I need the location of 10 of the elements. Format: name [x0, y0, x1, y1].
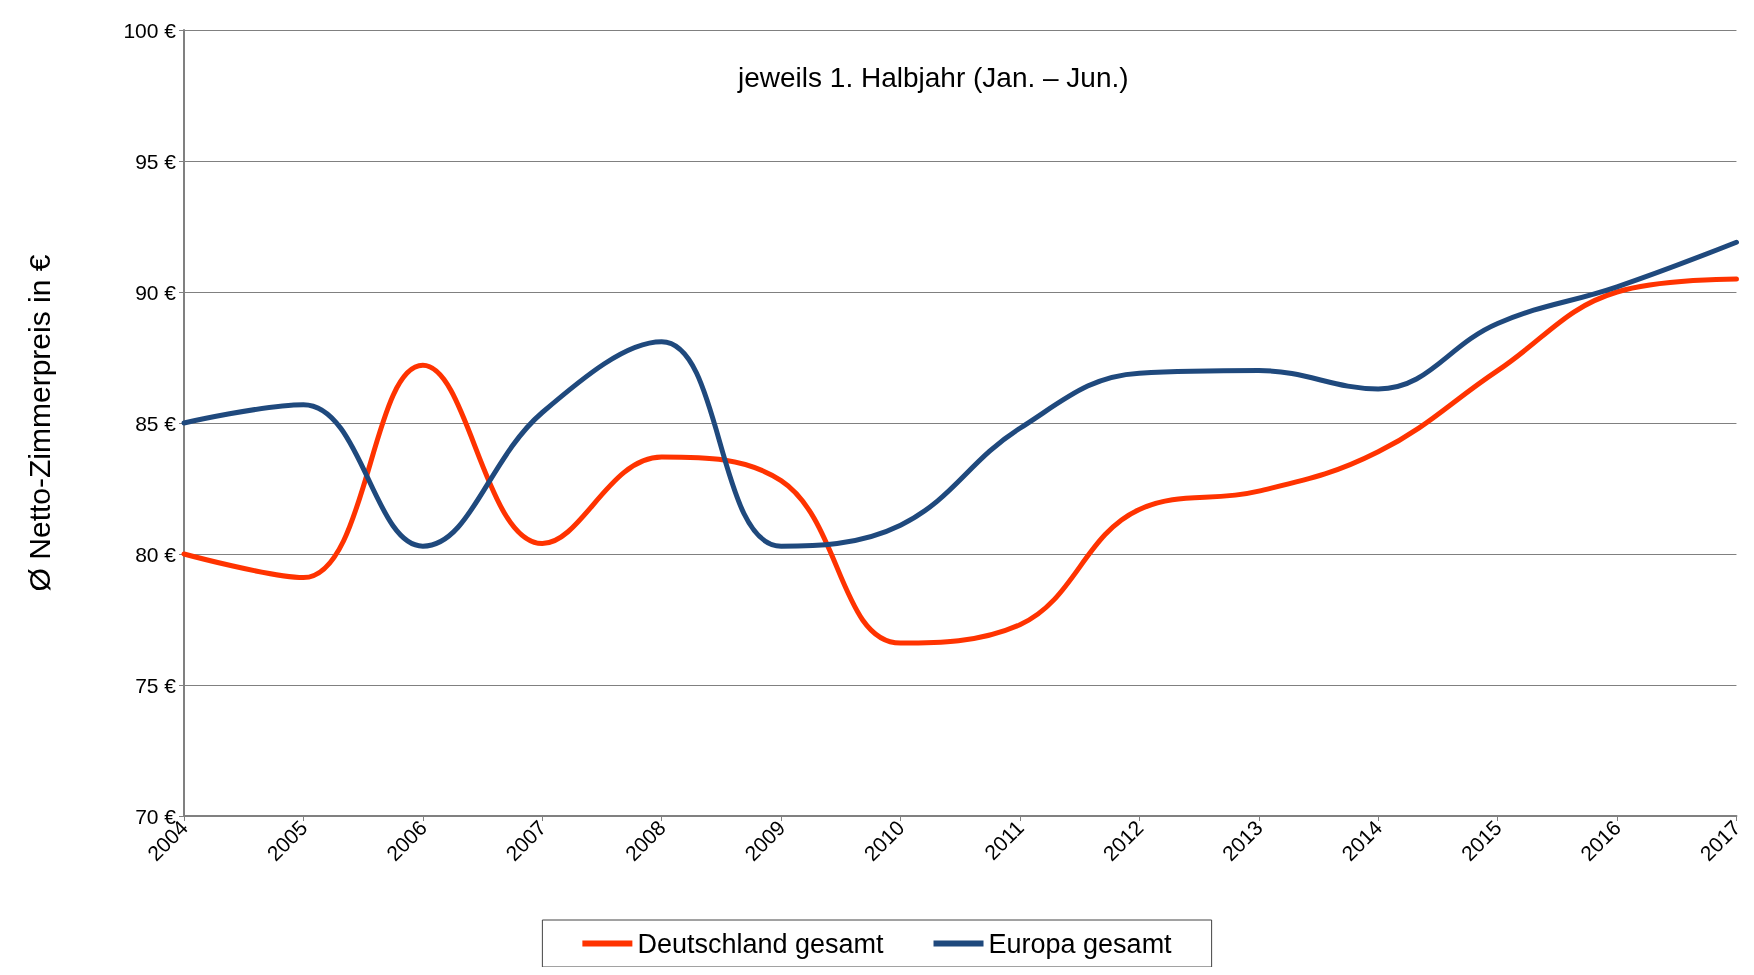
y-tick-label: 95 € [135, 149, 177, 173]
legend-label: Deutschland gesamt [637, 928, 885, 959]
y-tick-label: 90 € [135, 280, 177, 304]
y-tick-label: 75 € [135, 673, 177, 697]
y-tick-label: 85 € [135, 411, 177, 435]
y-axis-title: Ø Netto-Zimmerpreis in € [22, 254, 56, 592]
y-tick-label: 100 € [123, 18, 177, 42]
legend-label: Europa gesamt [988, 928, 1173, 959]
annotation: jeweils 1. Halbjahr (Jan. – Jun.) [737, 61, 1129, 93]
y-tick-label: 80 € [135, 542, 177, 566]
